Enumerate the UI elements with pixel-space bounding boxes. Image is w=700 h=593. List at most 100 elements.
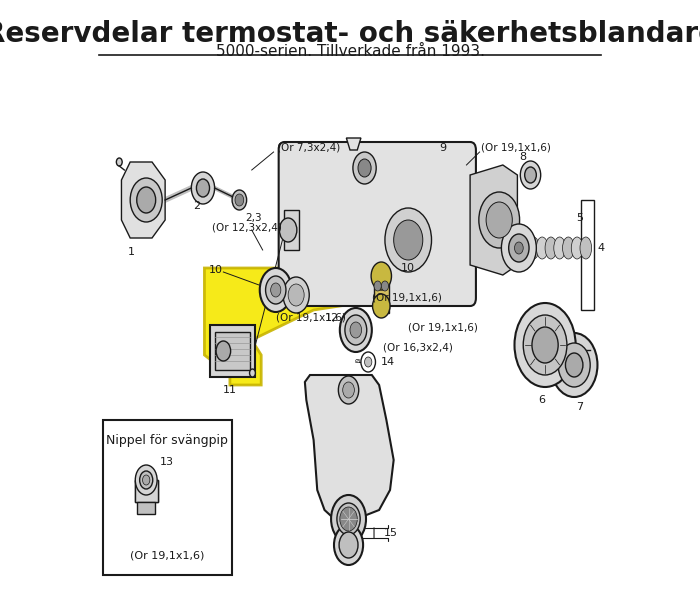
Circle shape: [232, 190, 246, 210]
Circle shape: [339, 532, 358, 558]
Circle shape: [382, 281, 388, 291]
Text: (Or 19,1x1,6): (Or 19,1x1,6): [130, 550, 204, 560]
Ellipse shape: [519, 237, 531, 259]
Circle shape: [501, 224, 536, 272]
Circle shape: [191, 172, 215, 204]
Bar: [216, 332, 251, 370]
Text: 15: 15: [384, 528, 398, 538]
Circle shape: [340, 507, 357, 531]
Circle shape: [486, 202, 512, 238]
Circle shape: [337, 503, 360, 535]
Text: 14: 14: [381, 357, 395, 367]
Polygon shape: [346, 138, 361, 150]
Bar: [134, 480, 158, 502]
Circle shape: [374, 281, 382, 291]
Text: (Or 19,1x1,6): (Or 19,1x1,6): [481, 143, 551, 153]
Circle shape: [385, 208, 431, 272]
Polygon shape: [305, 375, 393, 520]
Text: ⌀: ⌀: [354, 355, 360, 365]
Bar: [374, 268, 388, 313]
Ellipse shape: [545, 237, 557, 259]
Text: Nippel för svängpip: Nippel för svängpip: [106, 434, 228, 447]
Bar: [210, 325, 256, 377]
Text: 6: 6: [538, 395, 545, 405]
Text: 10: 10: [401, 263, 415, 273]
Circle shape: [393, 220, 423, 260]
Circle shape: [331, 495, 366, 543]
Circle shape: [558, 343, 590, 387]
Circle shape: [216, 341, 230, 361]
Text: 5000-serien. Tillverkade från 1993.: 5000-serien. Tillverkade från 1993.: [216, 44, 484, 59]
Circle shape: [343, 382, 354, 398]
Ellipse shape: [554, 237, 566, 259]
Text: 2,3: 2,3: [245, 213, 262, 223]
Circle shape: [353, 152, 376, 184]
Circle shape: [135, 465, 157, 495]
Circle shape: [551, 333, 598, 397]
Polygon shape: [470, 165, 517, 275]
Text: Reservdelar termostat- och säkerhetsblandare: Reservdelar termostat- och säkerhetsblan…: [0, 20, 700, 48]
Text: 13: 13: [160, 457, 174, 467]
Circle shape: [525, 167, 536, 183]
Circle shape: [514, 303, 575, 387]
Text: 12: 12: [325, 313, 339, 323]
Circle shape: [265, 276, 286, 304]
Circle shape: [371, 262, 391, 290]
Bar: [134, 480, 158, 502]
Circle shape: [235, 194, 244, 206]
Circle shape: [345, 315, 367, 345]
Ellipse shape: [580, 237, 592, 259]
Polygon shape: [204, 268, 354, 385]
Text: 11: 11: [223, 385, 237, 395]
Bar: [581, 200, 594, 310]
Bar: [137, 502, 155, 514]
Text: (Or 19,1x1,6): (Or 19,1x1,6): [408, 323, 478, 333]
Text: (Or 19,1x1,6): (Or 19,1x1,6): [372, 293, 442, 303]
Circle shape: [279, 218, 297, 242]
Circle shape: [116, 158, 122, 166]
Circle shape: [136, 187, 155, 213]
Circle shape: [271, 283, 281, 297]
Circle shape: [143, 475, 150, 485]
Circle shape: [479, 192, 519, 248]
Circle shape: [523, 315, 567, 375]
Text: 7: 7: [576, 402, 584, 412]
Circle shape: [130, 178, 162, 222]
Polygon shape: [122, 162, 165, 238]
Text: (Or 16,3x2,4): (Or 16,3x2,4): [383, 343, 453, 353]
Ellipse shape: [571, 237, 583, 259]
Text: (Or 7,3x2,4): (Or 7,3x2,4): [277, 143, 340, 153]
Text: 1: 1: [128, 247, 135, 257]
Circle shape: [260, 268, 292, 312]
Text: (Or 19,1x1,6): (Or 19,1x1,6): [276, 313, 346, 323]
Text: 2: 2: [194, 201, 201, 211]
Circle shape: [197, 179, 209, 197]
Bar: [102, 420, 232, 575]
Circle shape: [350, 322, 362, 338]
Circle shape: [372, 294, 390, 318]
Circle shape: [338, 376, 358, 404]
Circle shape: [566, 353, 583, 377]
Circle shape: [283, 277, 309, 313]
Text: 5: 5: [576, 213, 583, 223]
Circle shape: [532, 327, 558, 363]
Circle shape: [358, 159, 371, 177]
Circle shape: [288, 284, 304, 306]
Circle shape: [577, 346, 583, 354]
Circle shape: [520, 161, 540, 189]
Circle shape: [139, 471, 153, 489]
Bar: [284, 210, 299, 250]
Circle shape: [340, 308, 372, 352]
Circle shape: [361, 352, 375, 372]
Text: 8: 8: [519, 152, 527, 162]
Circle shape: [509, 234, 529, 262]
Text: (Or 12,3x2,4): (Or 12,3x2,4): [211, 223, 281, 233]
Ellipse shape: [536, 237, 548, 259]
Circle shape: [334, 525, 363, 565]
Text: 10: 10: [209, 265, 223, 275]
Circle shape: [250, 369, 255, 377]
Text: 4: 4: [598, 243, 605, 253]
Ellipse shape: [528, 237, 539, 259]
Text: 9: 9: [439, 143, 446, 153]
Circle shape: [365, 357, 372, 367]
